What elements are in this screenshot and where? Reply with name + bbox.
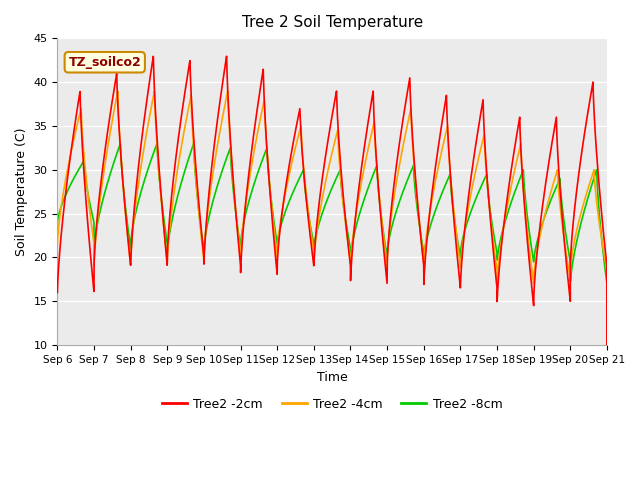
Tree2 -8cm	[603, 430, 611, 436]
Tree2 -8cm	[550, 190, 557, 196]
Tree2 -4cm	[264, 161, 272, 167]
Tree2 -4cm	[224, 88, 232, 94]
Line: Tree2 -4cm: Tree2 -4cm	[58, 91, 607, 433]
X-axis label: Time: Time	[317, 371, 348, 384]
Tree2 -2cm	[264, 162, 272, 168]
Tree2 -2cm	[574, 178, 582, 184]
Tree2 -2cm	[550, 130, 557, 135]
Line: Tree2 -2cm: Tree2 -2cm	[58, 56, 607, 433]
Tree2 -2cm	[552, 115, 560, 121]
Tree2 -2cm	[397, 127, 405, 133]
Tree2 -4cm	[574, 223, 582, 228]
Tree2 -4cm	[119, 182, 127, 188]
Tree2 -2cm	[54, 290, 61, 296]
Tree2 -8cm	[552, 184, 560, 190]
Tree2 -2cm	[603, 430, 611, 436]
Tree2 -2cm	[119, 182, 127, 188]
Y-axis label: Soil Temperature (C): Soil Temperature (C)	[15, 127, 28, 256]
Tree2 -8cm	[54, 219, 61, 225]
Legend: Tree2 -2cm, Tree2 -4cm, Tree2 -8cm: Tree2 -2cm, Tree2 -4cm, Tree2 -8cm	[157, 393, 508, 416]
Tree2 -4cm	[54, 241, 61, 247]
Tree2 -4cm	[603, 430, 611, 436]
Tree2 -2cm	[223, 53, 230, 59]
Title: Tree 2 Soil Temperature: Tree 2 Soil Temperature	[241, 15, 423, 30]
Tree2 -8cm	[119, 182, 127, 188]
Tree2 -4cm	[552, 171, 560, 177]
Tree2 -4cm	[550, 180, 557, 185]
Tree2 -8cm	[264, 164, 272, 170]
Tree2 -8cm	[397, 193, 405, 199]
Tree2 -8cm	[574, 233, 582, 239]
Text: TZ_soilco2: TZ_soilco2	[68, 56, 141, 69]
Line: Tree2 -8cm: Tree2 -8cm	[58, 144, 607, 433]
Tree2 -8cm	[189, 141, 197, 146]
Tree2 -4cm	[397, 152, 405, 157]
